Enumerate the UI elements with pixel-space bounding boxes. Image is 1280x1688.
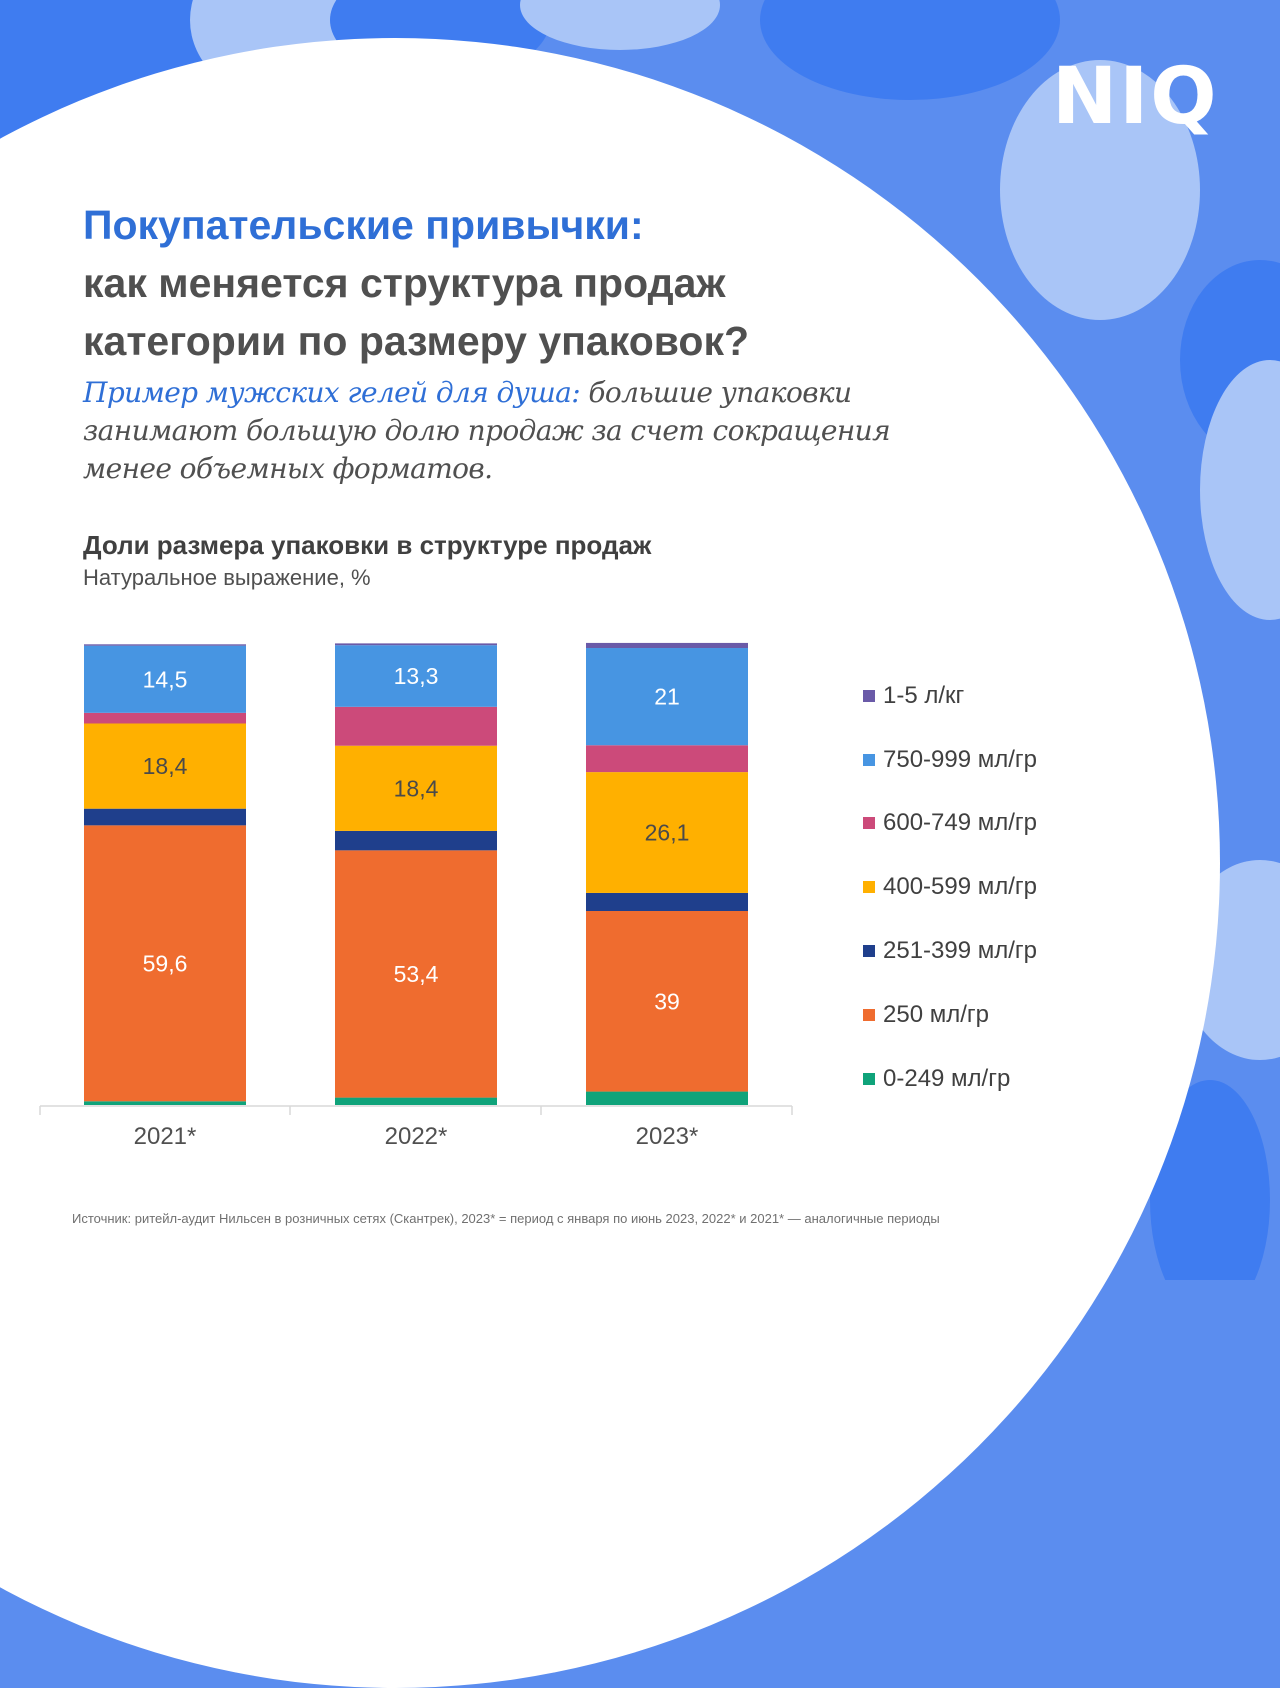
data-label: 18,4	[394, 775, 439, 801]
bar-segment	[335, 850, 497, 1098]
bar-segment	[84, 1101, 246, 1105]
bar-segment	[335, 643, 497, 646]
data-label: 14,5	[143, 666, 188, 692]
legend-item: 600-749 мл/гр	[863, 792, 1037, 856]
legend-label: 750-999 мл/гр	[883, 745, 1038, 773]
legend-swatch	[863, 817, 875, 830]
bar-segment	[586, 648, 748, 746]
intro-body: большие упаковки занимают большую долю п…	[83, 376, 891, 485]
stacked-bar-chart: 59,6 18,4 14,5 2021* 53,4 18,4 13,3 2022* 39 26,1…	[39, 642, 793, 1150]
bar-segment	[84, 712, 246, 724]
source-note: Источник: ритейл-аудит Нильсен в розничн…	[72, 1211, 940, 1226]
legend-label: 600-749 мл/гр	[883, 809, 1038, 837]
bar-segment	[335, 706, 497, 746]
legend-swatch	[863, 689, 875, 702]
legend-item: 1-5 л/кг	[863, 664, 1037, 728]
bar-segment	[586, 745, 748, 773]
bar-segment	[586, 642, 748, 649]
bar-segment	[586, 911, 748, 1092]
legend-item: 250 мл/гр	[863, 983, 1037, 1047]
data-label: 53,4	[394, 961, 439, 987]
x-tick-label: 2022*	[385, 1123, 448, 1150]
intro-text: Пример мужских гелей для душа: большие у…	[83, 374, 963, 488]
legend-label: 1-5 л/кг	[883, 681, 965, 709]
bar-segment	[84, 808, 246, 826]
data-label: 21	[654, 684, 680, 710]
title-line-2: как меняется структура продаж	[83, 260, 726, 306]
legend-swatch	[863, 945, 875, 958]
data-label: 13,3	[394, 663, 439, 689]
x-tick-label: 2023*	[636, 1123, 699, 1150]
title-line-3: категории по размеру упаковок?	[83, 318, 750, 364]
legend-label: 250 мл/гр	[883, 1000, 989, 1028]
bar-segment	[335, 745, 497, 831]
legend-item: 400-599 мл/гр	[863, 855, 1037, 919]
page-title: Покупательские привычки: как меняется ст…	[83, 196, 749, 370]
bar-segment	[84, 645, 246, 713]
legend-label: 0-249 мл/гр	[883, 1064, 1011, 1092]
bar-segment	[84, 825, 246, 1102]
data-label: 18,4	[143, 753, 188, 779]
legend-swatch	[863, 1072, 875, 1085]
bar-segment	[84, 723, 246, 809]
legend-label: 400-599 мл/гр	[883, 873, 1038, 901]
bar-segment	[586, 892, 748, 912]
bar-segment	[586, 1091, 748, 1105]
bar-segment	[335, 645, 497, 707]
chart-subtitle: Натуральное выражение, %	[83, 565, 371, 590]
data-label: 26,1	[645, 820, 690, 846]
title-line-1: Покупательские привычки:	[83, 202, 644, 248]
legend-swatch	[863, 881, 875, 894]
bar-segment	[335, 830, 497, 851]
data-label: 59,6	[143, 950, 188, 976]
legend-item: 0-249 мл/гр	[863, 1047, 1037, 1111]
data-label: 39	[654, 988, 680, 1014]
chart-legend: 1-5 л/кг 750-999 мл/гр 600-749 мл/гр 400-59…	[863, 664, 1037, 1111]
legend-item: 251-399 мл/гр	[863, 919, 1037, 983]
legend-item: 750-999 мл/гр	[863, 728, 1037, 792]
bar-segment	[335, 1097, 497, 1105]
chart-title: Доли размера упаковки в структуре продаж	[83, 530, 652, 560]
intro-lead: Пример мужских гелей для душа:	[83, 376, 581, 409]
bar-segment	[586, 772, 748, 893]
bar-segment	[84, 644, 246, 646]
x-tick-label: 2021*	[134, 1123, 197, 1150]
legend-swatch	[863, 1008, 875, 1021]
legend-swatch	[863, 753, 875, 766]
niq-logo: NIQ	[1052, 52, 1219, 142]
legend-label: 251-399 мл/гр	[883, 937, 1038, 965]
